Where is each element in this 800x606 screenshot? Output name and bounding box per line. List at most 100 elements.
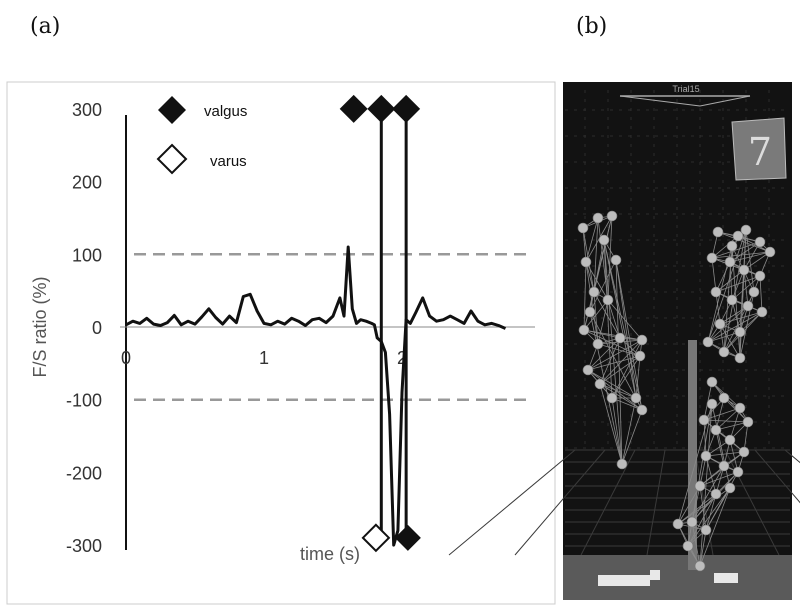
marker-link <box>715 429 725 467</box>
marker-link <box>615 259 623 465</box>
marker-ball <box>634 350 646 362</box>
force-vector <box>688 340 697 570</box>
marker-ball <box>630 392 642 404</box>
marker-link <box>603 239 643 411</box>
floor-grid-line <box>448 449 576 556</box>
marker-ball <box>754 270 766 282</box>
marker-ball <box>756 306 768 318</box>
y-tick-label: 200 <box>72 173 102 193</box>
marker-link <box>699 529 707 567</box>
y-tick-label: -200 <box>66 463 102 483</box>
marker-ball <box>724 482 736 494</box>
marker-ball <box>718 392 730 404</box>
marker-ball <box>686 516 698 528</box>
marker-ball <box>718 460 730 472</box>
floor-grid-line <box>754 449 800 504</box>
marker-ball <box>754 236 766 248</box>
y-tick-label: 100 <box>72 245 102 265</box>
plot-area: 300 200 100 0 -100 -200 -300 0 1 2 <box>66 94 535 556</box>
marker-link <box>711 235 739 259</box>
marker-link <box>583 329 643 341</box>
marker-ball <box>738 264 750 276</box>
legend-varus-marker <box>156 143 188 175</box>
marker-ball <box>694 560 706 572</box>
legend: valgus varus <box>156 96 247 175</box>
marker-link <box>731 275 761 301</box>
marker-ball <box>742 300 754 312</box>
marker-ball <box>582 364 594 376</box>
marker-link <box>707 331 741 343</box>
marker-ball <box>598 234 610 246</box>
floor-grid-line <box>580 449 636 556</box>
marker-ball <box>706 376 718 388</box>
valgus-marker <box>339 94 368 123</box>
marker-ball <box>732 466 744 478</box>
marker-ball <box>636 334 648 346</box>
y-axis-title: F/S ratio (%) <box>30 276 50 377</box>
marker-ball <box>584 306 596 318</box>
marker-link <box>585 261 609 301</box>
marker-link <box>599 383 643 411</box>
y-tick-label: 0 <box>92 318 102 338</box>
marker-link <box>677 493 717 525</box>
marker-link <box>593 291 621 339</box>
marker-link <box>587 339 643 371</box>
marker-link <box>691 465 725 523</box>
floor-grid-line <box>646 449 666 556</box>
marker-ball <box>706 398 718 410</box>
marker-ball <box>592 212 604 224</box>
marker-link <box>719 323 741 359</box>
marker-link <box>715 291 721 325</box>
marker-ball <box>606 210 618 222</box>
marker-ball <box>672 518 684 530</box>
scene-floor <box>563 555 792 600</box>
marker-link <box>699 403 713 567</box>
marker-link <box>715 269 745 293</box>
marker-ball <box>636 404 648 416</box>
marker-link <box>705 487 731 531</box>
floor-grid-line <box>724 449 780 556</box>
legend-valgus-marker <box>158 96 186 124</box>
marker-ball <box>740 224 752 236</box>
marker-link <box>691 521 701 567</box>
marker-ball <box>602 294 614 306</box>
marker-ball <box>738 446 750 458</box>
marker-link <box>597 299 609 345</box>
marker-ball <box>734 402 746 414</box>
scene-counter: 7 <box>748 130 772 174</box>
marker-link <box>705 493 717 531</box>
marker-link <box>711 241 761 259</box>
marker-link <box>585 217 599 263</box>
marker-link <box>729 407 741 441</box>
panel-label-a: (a) <box>30 14 61 39</box>
marker-ball <box>726 294 738 306</box>
x-tick-label: 0 <box>121 348 131 368</box>
legend-varus-label: varus <box>210 153 247 170</box>
marker-link <box>699 487 731 567</box>
marker-link <box>599 383 623 465</box>
chart-frame <box>6 81 556 605</box>
y-tick-label: 300 <box>72 100 102 120</box>
marker-link <box>635 355 641 399</box>
marker-ball <box>724 434 736 446</box>
valgus-marker <box>367 94 396 123</box>
marker-link <box>603 239 637 399</box>
marker-link <box>715 407 741 431</box>
marker-link <box>703 419 707 457</box>
marker-link <box>587 369 637 399</box>
marker-link <box>715 397 725 431</box>
marker-link <box>621 397 637 465</box>
marker-link <box>589 311 623 465</box>
marker-link <box>593 291 599 345</box>
marker-ball <box>718 346 730 358</box>
marker-link <box>711 257 717 293</box>
marker-ball <box>700 450 712 462</box>
marker-ball <box>606 392 618 404</box>
valgus-marker <box>394 524 421 551</box>
marker-link <box>582 227 587 263</box>
marker-link <box>621 409 643 465</box>
marker-ball <box>698 414 710 426</box>
marker-ball <box>710 488 722 500</box>
marker-ball <box>714 318 726 330</box>
marker-ball <box>702 336 714 348</box>
